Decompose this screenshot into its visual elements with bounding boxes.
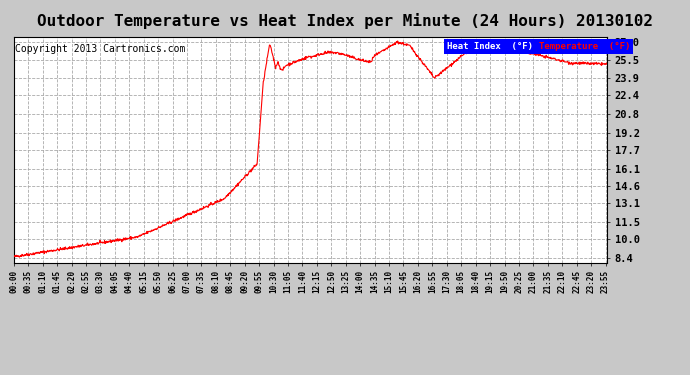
Text: Copyright 2013 Cartronics.com: Copyright 2013 Cartronics.com bbox=[15, 44, 186, 54]
Text: Outdoor Temperature vs Heat Index per Minute (24 Hours) 20130102: Outdoor Temperature vs Heat Index per Mi… bbox=[37, 13, 653, 29]
Text: Temperature  (°F): Temperature (°F) bbox=[539, 42, 631, 51]
Text: Heat Index  (°F): Heat Index (°F) bbox=[447, 42, 533, 51]
